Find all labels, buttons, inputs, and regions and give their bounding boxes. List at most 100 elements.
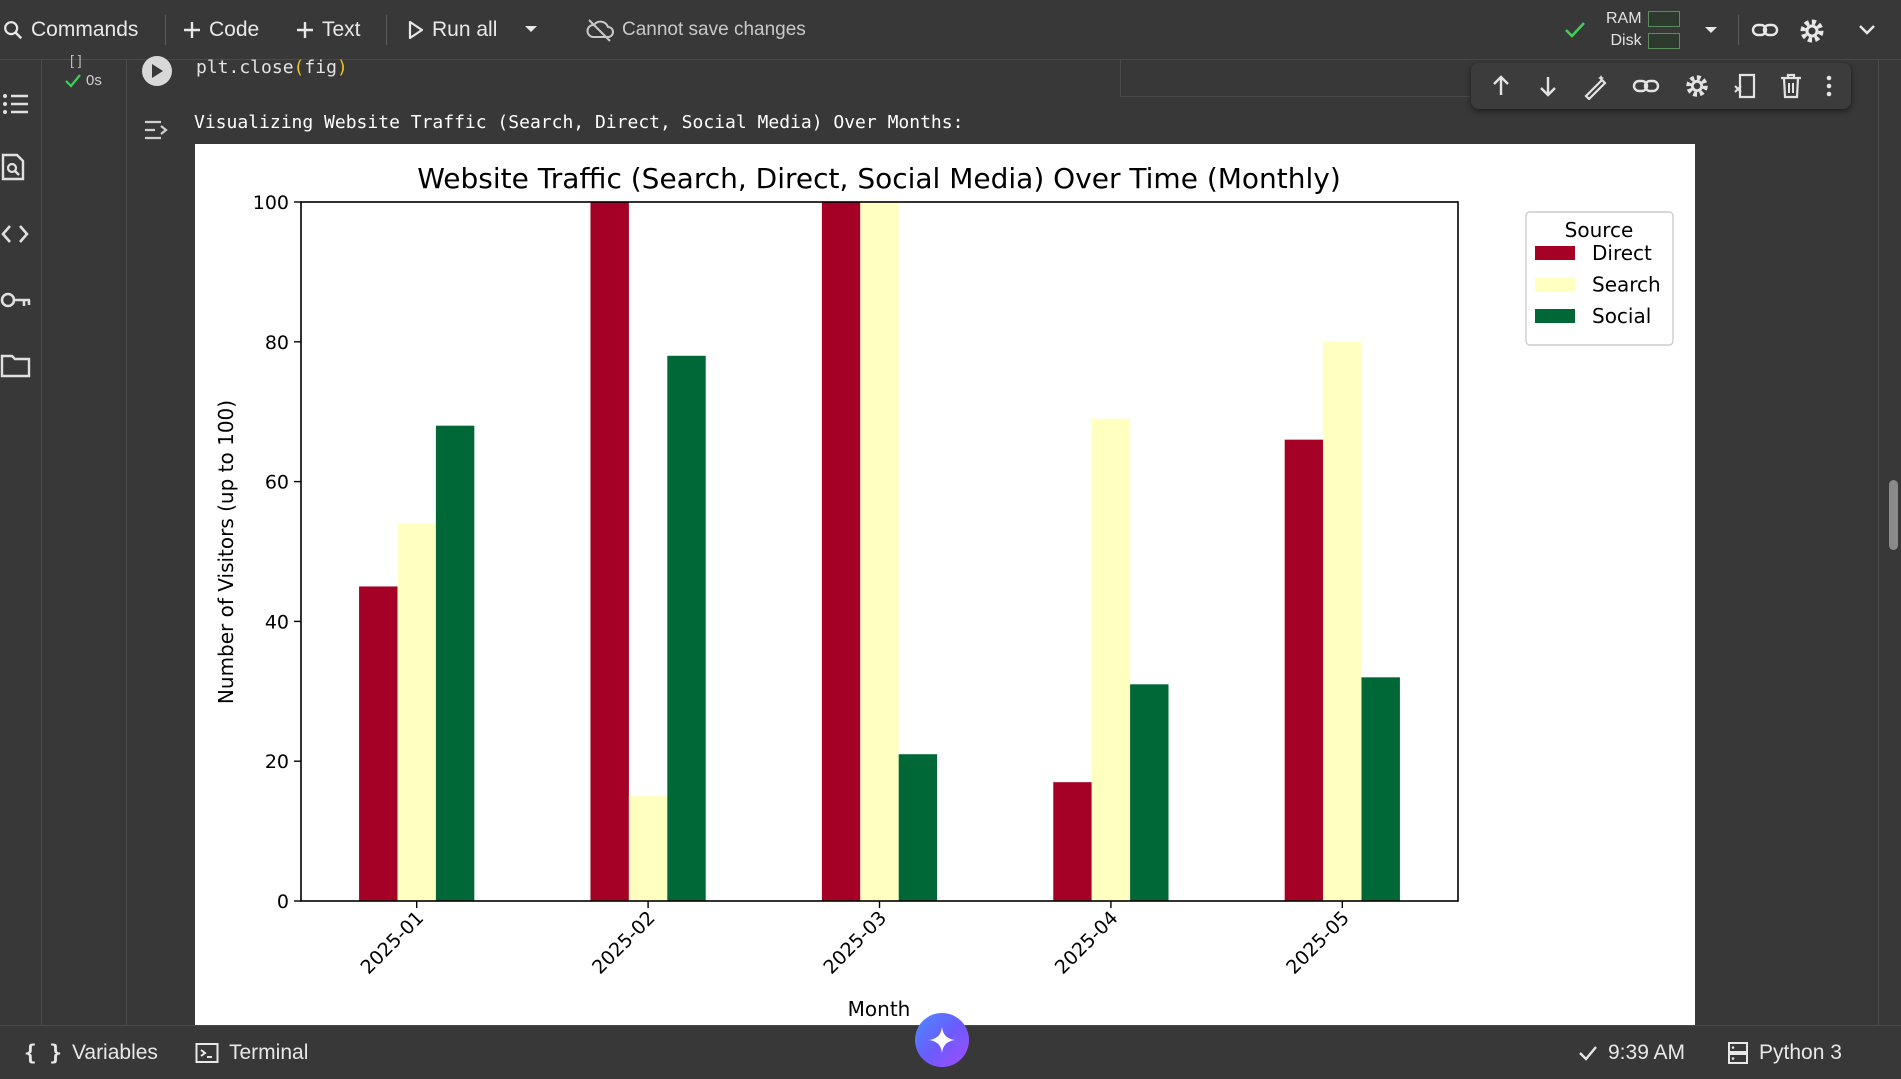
disk-label: Disk [1610,32,1642,49]
arrow-down-icon[interactable] [1535,73,1561,99]
x-axis: 2025-01 2025-02 2025-03 2025-04 2025-05 [357,901,1354,979]
bar-direct-2025-05 [1284,439,1324,901]
code-line[interactable]: plt.close(fig) [196,57,348,78]
mirror-cell-icon[interactable] [1732,72,1758,100]
chart-title: Website Traffic (Search, Direct, Social … [417,162,1341,195]
top-toolbar: Commands Code Text Run all Cannot save c… [0,0,1901,60]
output-text: Visualizing Website Traffic (Search, Dir… [194,112,964,133]
legend-label-social: Social [1592,304,1651,328]
runtime-button[interactable]: Python 3 [1727,1041,1842,1065]
link-icon[interactable] [1631,73,1661,99]
cell-toolbar [1471,63,1851,109]
x-tick-label: 2025-03 [819,907,891,979]
caret-down-icon [1705,27,1717,33]
y-tick-label: 20 [265,751,289,773]
vertical-scrollbar[interactable] [1878,60,1901,1025]
gear-icon[interactable] [1797,16,1827,46]
variables-button[interactable]: { } Variables [24,1041,158,1065]
legend-swatch-direct [1535,246,1575,260]
y-tick-label: 60 [265,472,289,494]
ram-meter [1647,11,1680,27]
execution-count: [ ] [70,52,82,68]
link-icon[interactable] [1750,16,1780,44]
code-snippets-icon[interactable] [0,218,32,250]
commands-button[interactable]: Commands [2,0,138,60]
cell-run-button[interactable] [142,56,172,86]
check-icon [65,73,81,88]
arrow-up-icon[interactable] [1488,73,1514,99]
legend-swatch-search [1535,277,1575,292]
bar-search-2025-01 [397,523,436,901]
output-actions-icon[interactable] [142,116,170,144]
y-tick-label: 0 [277,891,289,913]
resource-monitor[interactable]: RAM Disk [1606,8,1680,52]
legend-label-search: Search [1592,273,1661,297]
execution-status: 0s [64,72,102,89]
chart-output: Website Traffic (Search, Direct, Social … [195,144,1695,1025]
run-all-dropdown[interactable] [520,21,542,42]
code-editor-border [1120,60,1121,96]
bar-social-2025-04 [1130,684,1169,901]
more-vert-icon[interactable] [1824,73,1834,99]
legend-items: Direct Search Social [1535,241,1661,328]
bar-social-2025-05 [1361,677,1400,901]
y-tick-label: 80 [265,332,289,354]
x-tick-label: 2025-02 [588,907,660,979]
add-code-button[interactable]: Code [182,0,259,60]
time-label: 9:39 AM [1608,1040,1686,1064]
commands-label: Commands [31,17,139,41]
bar-chart: Website Traffic (Search, Direct, Social … [214,162,1674,1021]
magic-edit-icon[interactable] [1582,72,1610,100]
add-code-label: Code [209,17,260,41]
execution-time: 0s [86,72,102,89]
bar-search-2025-05 [1323,341,1362,901]
save-status[interactable]: Cannot save changes [585,0,806,60]
find-replace-icon[interactable] [0,152,32,184]
execution-clock[interactable]: 9:39 AM [1578,1041,1685,1065]
bar-direct-2025-01 [359,586,398,901]
variables-label: Variables [71,1040,158,1064]
gemini-button[interactable] [915,1013,969,1067]
y-axis: 0 20 40 60 80 100 [253,192,301,913]
terminal-icon [195,1042,219,1063]
bar-social-2025-03 [898,754,938,901]
check-icon [1579,1045,1597,1061]
legend-label-direct: Direct [1592,241,1652,265]
key-icon[interactable] [0,284,32,316]
terminal-button[interactable]: Terminal [195,1041,308,1065]
x-axis-label: Month [848,997,911,1021]
caret-down-icon [525,26,537,32]
gear-icon[interactable] [1683,72,1711,100]
add-text-button[interactable]: Text [295,0,361,60]
toolbar-divider [386,15,387,45]
save-status-label: Cannot save changes [622,18,806,40]
trash-icon[interactable] [1779,72,1803,100]
bar-direct-2025-02 [590,202,629,901]
y-tick-label: 100 [253,192,289,214]
cloud-off-icon [586,18,614,42]
search-icon [4,20,23,39]
play-icon [408,20,424,39]
run-all-button[interactable]: Run all [407,0,497,60]
bar-direct-2025-04 [1053,782,1092,901]
code-paren-close: ) [336,57,348,78]
folder-icon[interactable] [0,350,32,382]
x-tick-label: 2025-05 [1282,907,1354,979]
toolbar-divider [165,15,166,45]
chevron-down-icon[interactable] [1855,20,1879,40]
table-of-contents-icon[interactable] [0,88,32,120]
x-tick-label: 2025-04 [1051,907,1123,979]
legend: Source Direct Search Social [1525,211,1674,346]
toolbar-divider [1738,15,1739,45]
plus-icon [297,21,313,38]
ram-label: RAM [1606,10,1642,27]
bar-social-2025-01 [435,425,475,901]
legend-title: Source [1565,218,1634,242]
terminal-label: Terminal [229,1040,309,1064]
y-tick-label: 40 [265,611,289,633]
play-icon [152,64,163,78]
scrollbar-thumb[interactable] [1889,480,1898,550]
sparkle-icon [929,1027,955,1053]
resource-dropdown[interactable] [1700,22,1722,43]
cell-gutter: [ ] 0s [42,52,127,1025]
